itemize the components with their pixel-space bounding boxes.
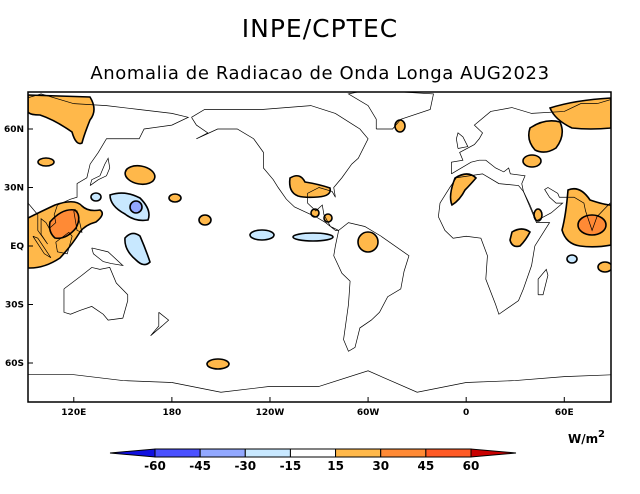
- anomaly-negative: [249, 229, 275, 241]
- coastline: [91, 247, 124, 267]
- anomaly-positive: [124, 164, 156, 186]
- lat-label: 60N: [4, 125, 24, 135]
- colorbar-label: -60: [144, 459, 166, 473]
- anomaly-positive: [394, 119, 406, 133]
- colorbar-label: 45: [418, 459, 435, 473]
- coastline: [438, 173, 551, 315]
- coastline: [347, 92, 434, 130]
- anomaly-positive: [548, 97, 611, 130]
- colorbar-segment: [425, 448, 472, 458]
- anomaly-negative: [566, 254, 578, 264]
- anomaly-positive: [198, 214, 212, 226]
- lon-label: 180: [162, 408, 181, 418]
- coastline: [55, 231, 73, 255]
- colorbar-segment: [289, 448, 337, 458]
- anomaly-negative-strong: [129, 200, 143, 214]
- anomaly-negative: [124, 232, 151, 266]
- coastline: [171, 370, 611, 393]
- colorbar: -60 -45 -30 -15 15 30 45 60 W/m 2: [109, 429, 605, 473]
- coastline: [622, 236, 640, 257]
- colorbar-label: 15: [327, 459, 344, 473]
- anomaly-positive: [206, 358, 230, 370]
- coastline: [451, 99, 611, 232]
- colorbar-units: W/m: [568, 432, 598, 446]
- map-frame: [27, 91, 612, 403]
- colorbar-segment: [244, 448, 291, 458]
- anomaly-positive: [168, 193, 182, 203]
- coastline: [150, 312, 170, 336]
- coastline: [333, 222, 410, 352]
- anomaly-positive: [28, 94, 95, 145]
- anomaly-positive: [357, 231, 379, 253]
- colorbar-high-extend: [470, 448, 517, 458]
- colorbar-segment: [380, 448, 427, 458]
- colorbar-segment: [199, 448, 246, 458]
- lon-label: 0: [463, 408, 469, 418]
- lon-label: 120W: [256, 408, 285, 418]
- colorbar-units-exponent: 2: [598, 429, 605, 440]
- anomaly-positive-strong: [577, 214, 607, 236]
- coastline: [73, 210, 83, 233]
- colorbar-segment: [154, 448, 201, 458]
- colorbar-label: 60: [463, 459, 480, 473]
- lon-label: 120E: [61, 408, 86, 418]
- axis-ticks: 60N 30N EQ 30S 60S 120E 180 120W 60W 0 60E: [4, 125, 574, 418]
- lon-label: 60W: [357, 408, 380, 418]
- anomaly-positive: [37, 157, 55, 167]
- coastline: [63, 267, 129, 321]
- anomaly-positive: [288, 174, 332, 199]
- title: INPE/CPTEC: [241, 14, 399, 43]
- anomaly-positive: [310, 208, 320, 218]
- colorbar-label: -45: [189, 459, 211, 473]
- anomaly-contours: [28, 94, 611, 370]
- coastline: [89, 157, 111, 186]
- map-area: [28, 92, 640, 393]
- anomaly-positive: [597, 261, 611, 273]
- coastline: [191, 105, 369, 231]
- colorbar-low-extend: [109, 448, 156, 458]
- lat-label: 60S: [5, 359, 24, 369]
- anomaly-negative: [90, 192, 102, 202]
- anomaly-positive: [528, 120, 564, 153]
- lon-label: 60E: [555, 408, 574, 418]
- lat-label: 30N: [4, 184, 24, 194]
- lat-label: 30S: [5, 301, 24, 311]
- anomaly-positive: [449, 173, 478, 207]
- colorbar-label: -15: [280, 459, 302, 473]
- anomaly-positive-strong: [48, 208, 80, 240]
- anomaly-positive: [522, 154, 542, 168]
- anomaly-positive: [509, 228, 532, 248]
- colorbar-label: -30: [234, 459, 256, 473]
- coastline: [28, 93, 190, 245]
- coastline: [32, 235, 52, 259]
- coastline: [537, 268, 549, 296]
- coastline: [28, 374, 172, 383]
- lat-label: EQ: [10, 242, 24, 252]
- coastline: [456, 132, 469, 149]
- coastlines: [28, 92, 640, 393]
- anomaly-negative: [292, 232, 334, 242]
- subtitle: Anomalia de Radiacao de Onda Longa AUG20…: [90, 63, 550, 84]
- colorbar-label: 30: [372, 459, 389, 473]
- colorbar-segment: [335, 448, 382, 458]
- anomaly-positive: [323, 213, 333, 223]
